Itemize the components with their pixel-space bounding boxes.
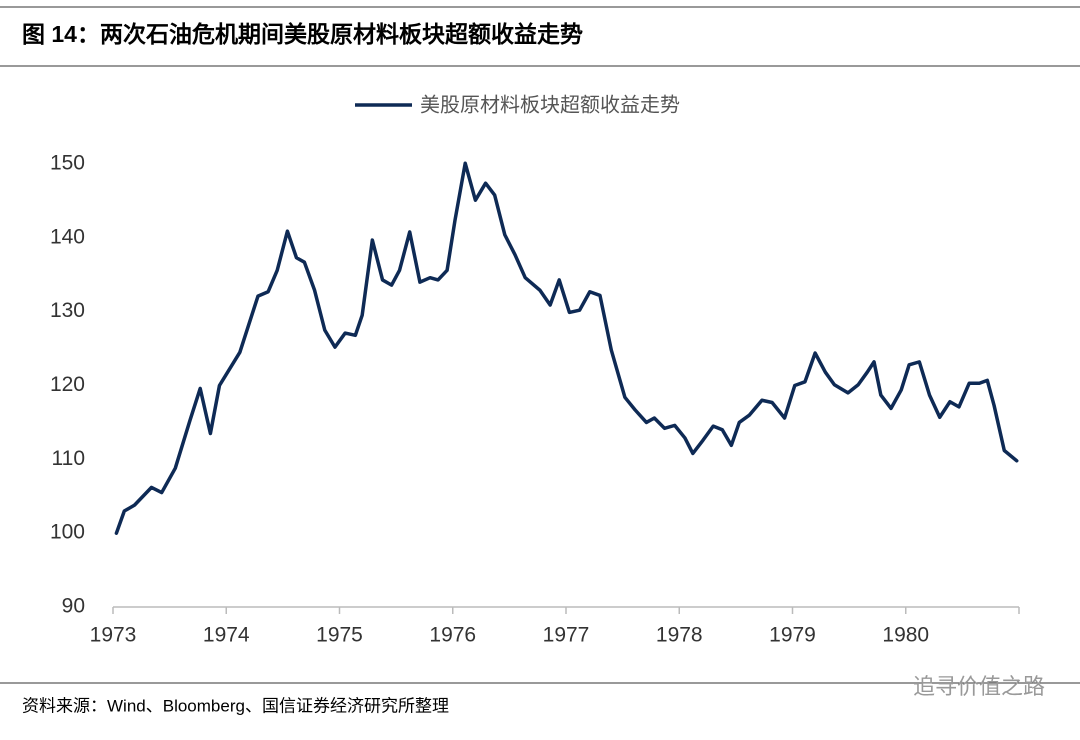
x-tick-label: 1977 xyxy=(543,624,590,647)
y-tick-label: 100 xyxy=(50,521,85,544)
y-tick-label: 150 xyxy=(50,152,85,175)
source-note: 资料来源：Wind、Bloomberg、国信证券经济研究所整理 xyxy=(22,696,449,715)
x-tick-label: 1973 xyxy=(90,624,137,647)
y-tick-label: 120 xyxy=(50,373,85,396)
y-tick-label: 140 xyxy=(50,225,85,248)
y-tick-label: 110 xyxy=(52,447,85,470)
x-tick-label: 1980 xyxy=(882,624,929,647)
x-tick-label: 1978 xyxy=(656,624,703,647)
legend-label: 美股原材料板块超额收益走势 xyxy=(420,93,680,116)
line-series xyxy=(114,161,1019,535)
watermark: 追寻价值之路 xyxy=(913,674,1045,699)
x-tick-label: 1976 xyxy=(429,624,476,647)
y-tick-label: 90 xyxy=(62,595,85,618)
x-tick-label: 1979 xyxy=(769,624,816,647)
x-tick-label: 1974 xyxy=(203,624,250,647)
chart-title: 图 14：两次石油危机期间美股原材料板块超额收益走势 xyxy=(22,21,583,47)
y-tick-label: 130 xyxy=(50,299,85,322)
x-tick-label: 1975 xyxy=(316,624,363,647)
